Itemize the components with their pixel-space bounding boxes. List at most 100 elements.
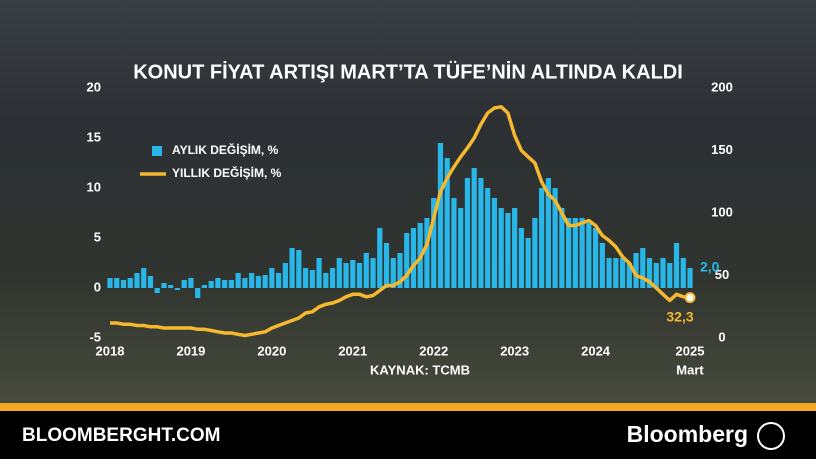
bar bbox=[653, 263, 659, 288]
bar bbox=[431, 198, 437, 288]
bar bbox=[255, 276, 261, 288]
y2-tick-label: 50 bbox=[715, 267, 729, 282]
bar bbox=[181, 280, 187, 288]
bar bbox=[323, 273, 329, 288]
bar bbox=[451, 198, 457, 288]
bar bbox=[282, 263, 288, 288]
x-tick-label: 2021 bbox=[338, 343, 367, 358]
bar bbox=[168, 285, 174, 288]
bar bbox=[559, 208, 565, 288]
footer-site: BLOOMBERGHT.COM bbox=[22, 425, 220, 446]
bar bbox=[276, 273, 282, 288]
bar bbox=[464, 178, 471, 288]
value-label: 32,3 bbox=[666, 308, 693, 324]
bar bbox=[242, 278, 248, 288]
bar bbox=[356, 263, 363, 288]
y-tick-label: 5 bbox=[94, 229, 101, 244]
bar bbox=[491, 198, 498, 288]
bar bbox=[485, 188, 491, 288]
bar bbox=[147, 276, 154, 288]
bar bbox=[545, 178, 551, 288]
bar bbox=[592, 228, 599, 288]
bar bbox=[363, 253, 369, 288]
bar bbox=[316, 258, 322, 288]
bar bbox=[525, 238, 531, 288]
x-tick-label: 2022 bbox=[419, 343, 448, 358]
bar bbox=[107, 278, 113, 288]
point bbox=[684, 292, 696, 304]
bar bbox=[532, 218, 538, 288]
bar bbox=[235, 273, 241, 288]
bar bbox=[572, 218, 578, 288]
bar bbox=[410, 228, 417, 288]
bar bbox=[188, 278, 194, 288]
bar bbox=[579, 218, 585, 288]
bar bbox=[539, 188, 545, 288]
x-tick-label: 2023 bbox=[500, 343, 529, 358]
bar bbox=[424, 218, 430, 288]
x-tick-label: 2020 bbox=[257, 343, 286, 358]
bar bbox=[329, 268, 336, 288]
bar bbox=[289, 248, 295, 288]
chart-title: KONUT FİYAT ARTIŞI MART’TA TÜFE’NİN ALTI… bbox=[133, 60, 683, 83]
bar bbox=[586, 223, 592, 288]
bar bbox=[370, 258, 376, 288]
bar bbox=[444, 158, 450, 288]
line bbox=[110, 105, 691, 338]
bar bbox=[619, 258, 626, 288]
bar bbox=[646, 258, 653, 288]
bar bbox=[606, 258, 612, 288]
bar bbox=[613, 258, 619, 288]
bar bbox=[680, 258, 686, 288]
bar bbox=[120, 280, 127, 288]
bar bbox=[626, 263, 632, 288]
bar bbox=[201, 285, 208, 288]
bar bbox=[228, 280, 234, 288]
bar bbox=[471, 168, 477, 288]
y-tick-label: 20 bbox=[87, 79, 101, 94]
x-sublabel: Mart bbox=[676, 362, 704, 377]
bar bbox=[350, 260, 356, 288]
legend-label: YILLIK DEĞİŞİM, % bbox=[172, 165, 282, 180]
x-tick-label: 2018 bbox=[96, 343, 125, 358]
background bbox=[0, 0, 816, 403]
bar bbox=[114, 278, 120, 288]
bar bbox=[437, 143, 444, 288]
logo bbox=[757, 422, 785, 450]
bar bbox=[390, 258, 396, 288]
value-label: 2,0 bbox=[700, 259, 720, 275]
footer-brand: Bloomberg bbox=[627, 421, 748, 447]
y2-tick-label: 200 bbox=[711, 79, 733, 94]
x-tick-label: 2019 bbox=[176, 343, 205, 358]
bar bbox=[141, 268, 147, 288]
bar bbox=[127, 278, 133, 288]
strip bbox=[0, 403, 816, 411]
bar bbox=[505, 213, 511, 288]
bar bbox=[660, 258, 666, 288]
y-tick-label: 10 bbox=[87, 179, 101, 194]
bar bbox=[640, 248, 646, 288]
bar bbox=[309, 270, 315, 288]
y-tick-label: 15 bbox=[87, 129, 101, 144]
bar bbox=[302, 268, 309, 288]
bar bbox=[397, 253, 403, 288]
bar bbox=[134, 273, 140, 288]
legend-label: AYLIK DEĞİŞİM, % bbox=[172, 142, 279, 157]
bar bbox=[404, 233, 410, 288]
bar bbox=[161, 283, 167, 288]
bar bbox=[208, 281, 214, 288]
bar bbox=[518, 228, 524, 288]
bar bbox=[633, 253, 639, 288]
bar bbox=[566, 218, 572, 288]
bar bbox=[154, 288, 160, 293]
bar bbox=[377, 228, 383, 288]
bar bbox=[269, 268, 275, 288]
bar bbox=[174, 288, 181, 290]
bar bbox=[552, 188, 558, 288]
bar bbox=[478, 178, 484, 288]
legend-swatch bbox=[152, 146, 162, 156]
bar bbox=[498, 208, 504, 288]
bar bbox=[215, 278, 221, 288]
